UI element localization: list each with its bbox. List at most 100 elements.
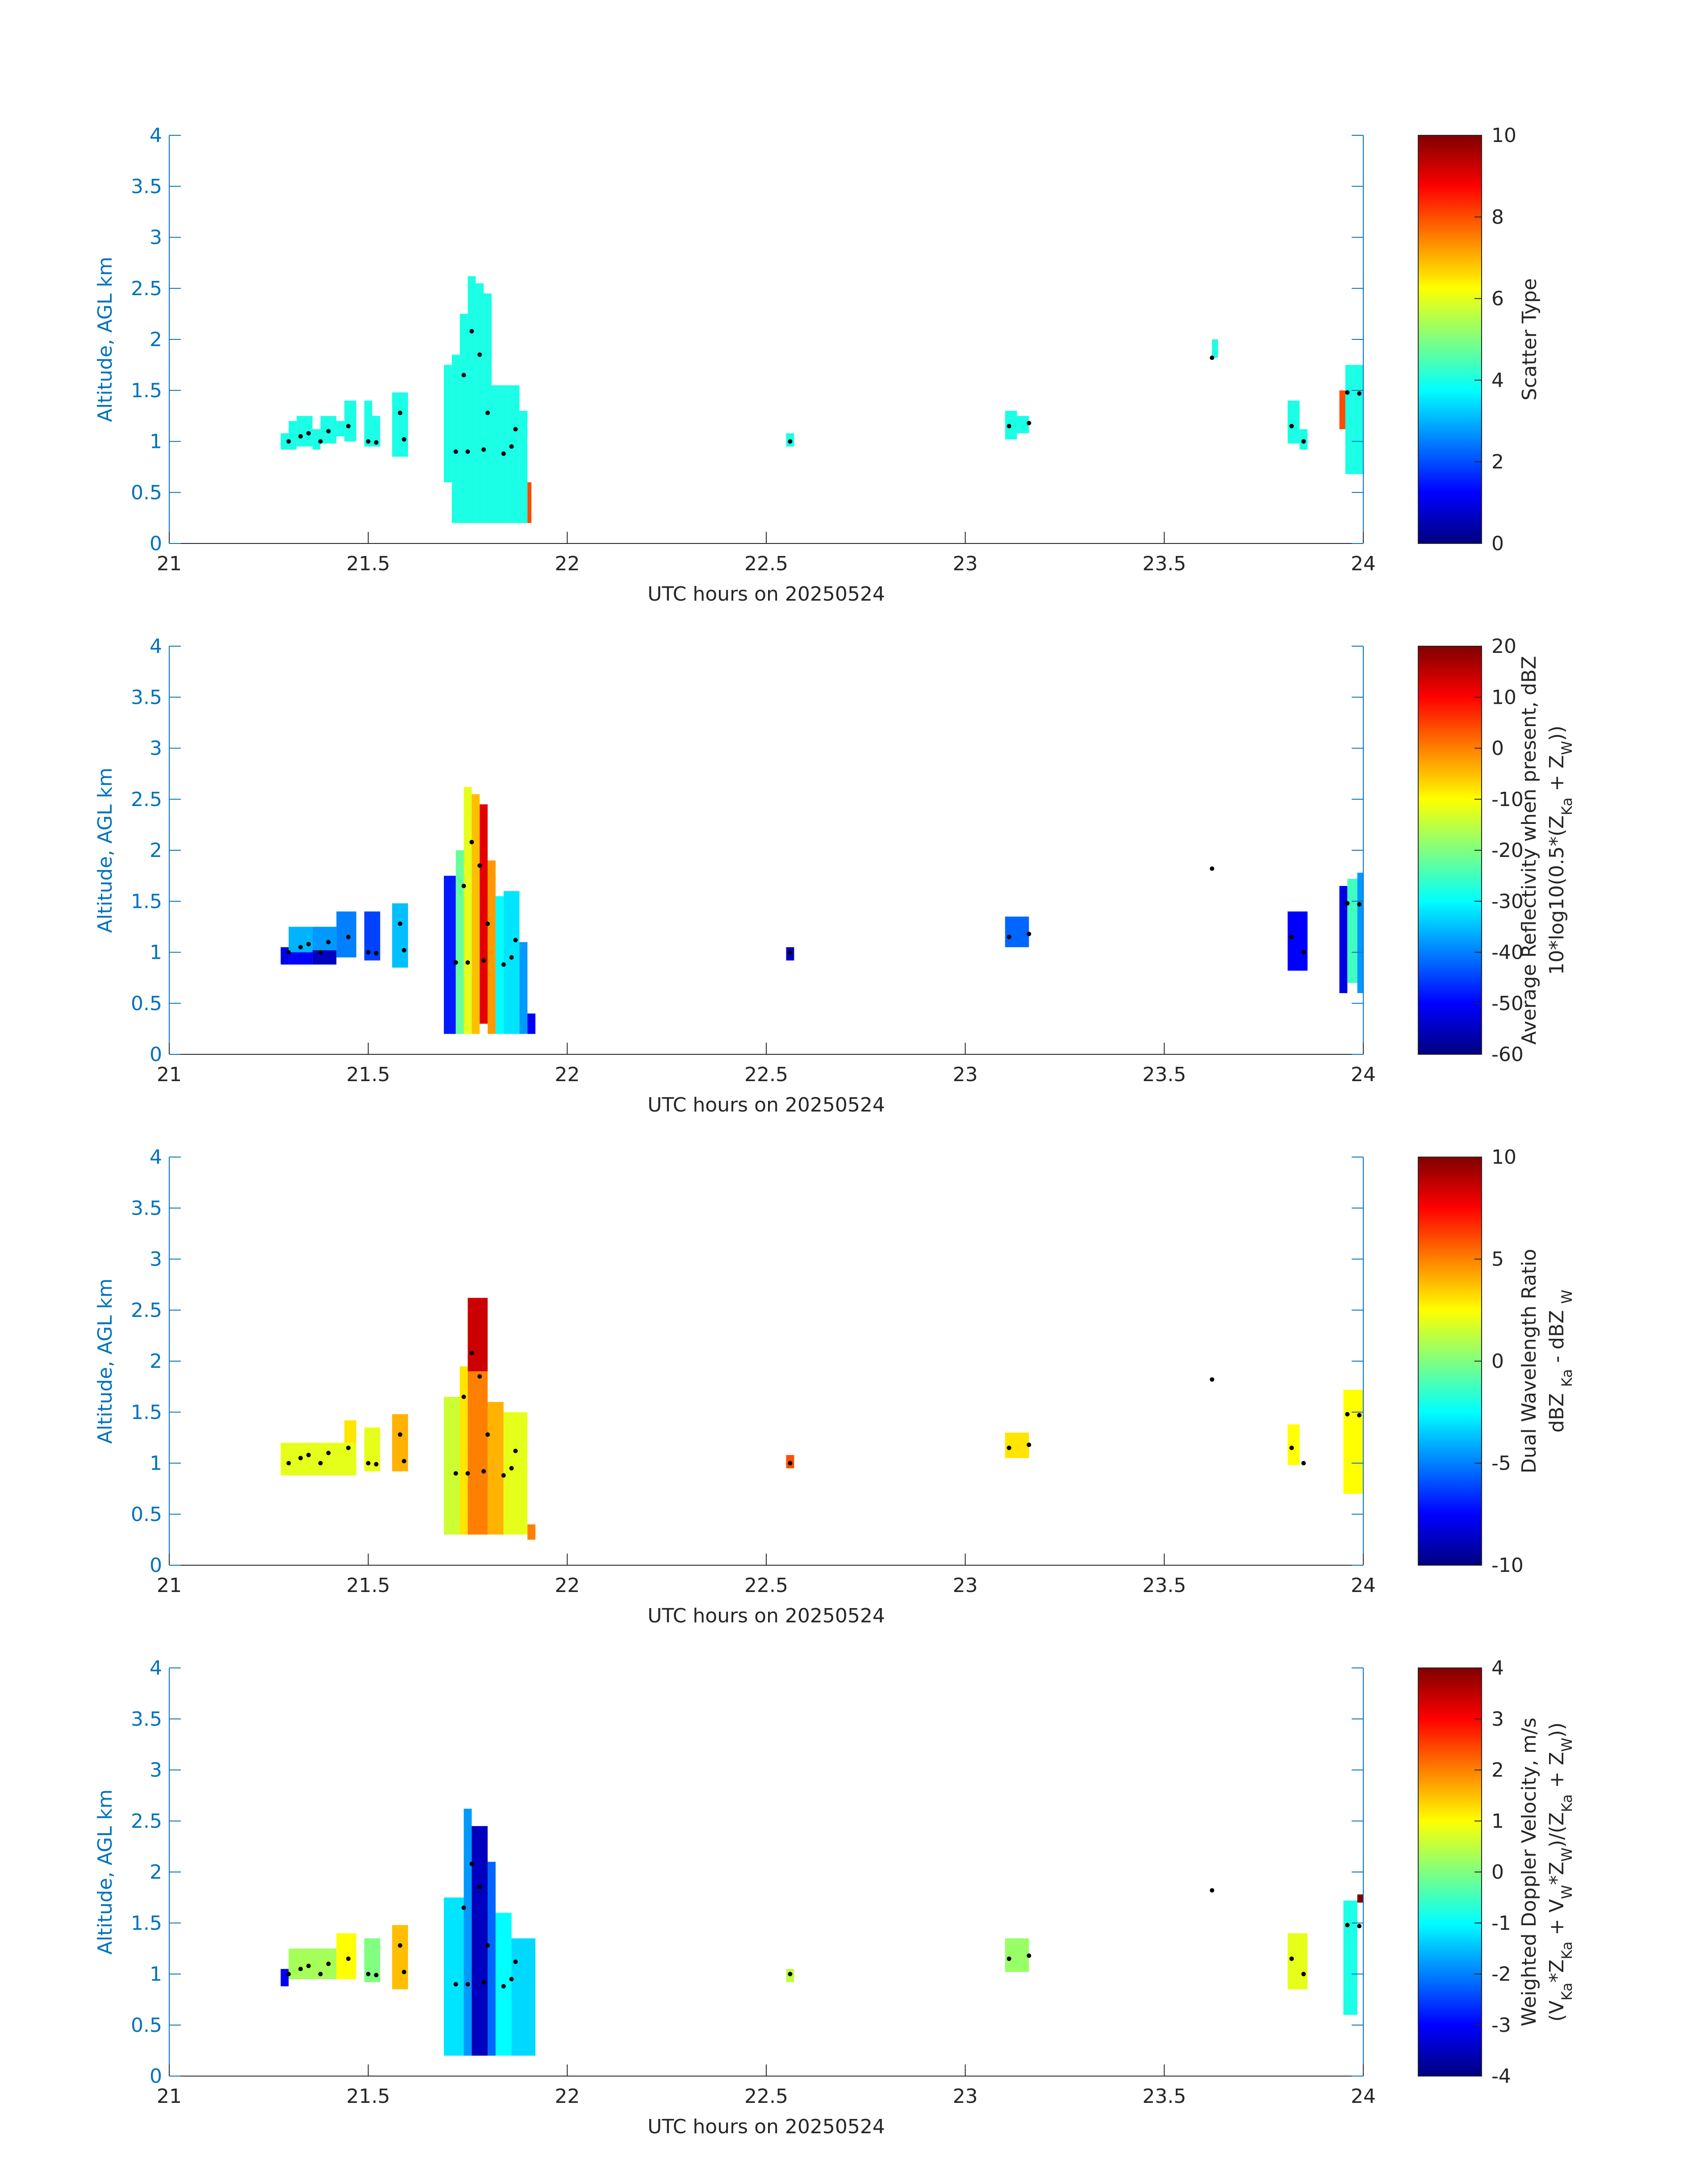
y-tick-label: 3.5 (131, 1197, 162, 1220)
colorbar-label-part: )) (1545, 1722, 1568, 1738)
cell (312, 950, 337, 965)
marker-point (306, 1964, 311, 1968)
colorbar-tick-label: 3 (1491, 1708, 1504, 1730)
cell (476, 283, 484, 523)
marker-point (501, 1984, 506, 1989)
colorbar-label: Average Reflectivity when present, dBZ (1518, 656, 1541, 1045)
colorbar-label: Weighted Doppler Velocity, m/s (1518, 1717, 1541, 2027)
cell (1287, 911, 1308, 971)
colorbar-tick-label: -10 (1491, 788, 1524, 811)
marker-point (469, 1861, 474, 1866)
colorbar-tick-label: -4 (1491, 2065, 1511, 2088)
marker-point (453, 1471, 458, 1476)
cell (507, 385, 520, 523)
cell (503, 1412, 528, 1535)
marker-point (513, 427, 518, 432)
y-tick-label: 2 (150, 328, 162, 351)
colorbar-label-part: W (1558, 1885, 1575, 1899)
cell (464, 787, 472, 1034)
cell (280, 947, 289, 965)
marker-point (1027, 1442, 1031, 1447)
colorbar-tick-label: -20 (1491, 839, 1524, 862)
colorbar-tick-label: 0 (1491, 1861, 1504, 1884)
y-tick-label: 3 (150, 226, 162, 249)
cell (344, 401, 356, 442)
colorbar-label-part: W (1558, 741, 1575, 755)
marker-point (401, 1969, 406, 1974)
colorbar-label-part: + Z (1545, 755, 1568, 798)
marker-point (1289, 935, 1294, 940)
colorbar-tick-label: -2 (1491, 1963, 1511, 1986)
colorbar-label-part: dBZ (1545, 1387, 1568, 1433)
marker-point (374, 1972, 379, 1977)
marker-point (374, 951, 379, 956)
y-tick-label: 4 (150, 124, 162, 147)
colorbar-tick-label: 0 (1491, 1350, 1504, 1373)
cell (392, 392, 408, 457)
marker-point (318, 950, 323, 955)
marker-point (1345, 901, 1350, 906)
y-tick-label: 0.5 (131, 992, 162, 1015)
x-tick-label: 23 (953, 1574, 978, 1597)
cell (1357, 1894, 1363, 1903)
colorbar-label-part: W (1558, 1290, 1575, 1304)
marker-point (374, 1462, 379, 1467)
marker-point (485, 921, 490, 926)
x-tick-label: 21 (157, 1063, 182, 1086)
marker-point (501, 1473, 506, 1478)
colorbar-tick-label: -1 (1491, 1912, 1511, 1935)
colorbar-label-part: Ka (1558, 1369, 1575, 1387)
colorbar-label-part: )/(Z (1545, 1812, 1568, 1847)
marker-point (509, 1466, 514, 1471)
x-tick-label: 23.5 (1142, 1063, 1186, 1086)
y-tick-label: 2.5 (131, 1299, 162, 1322)
x-tick-label: 22.5 (744, 1063, 788, 1086)
marker-point (346, 1446, 351, 1450)
y-tick-label: 1.5 (131, 379, 162, 402)
cell (527, 1013, 536, 1034)
cell (495, 896, 504, 1034)
marker-point (461, 372, 466, 377)
x-tick-label: 21.5 (347, 1063, 390, 1086)
colorbar-label-part: - dBZ (1545, 1304, 1568, 1369)
marker-point (1210, 1377, 1215, 1382)
colorbar-tick-label: 10 (1491, 1146, 1516, 1169)
cell (336, 1933, 356, 1979)
colorbar-tick-label: 1 (1491, 1810, 1504, 1833)
marker-point (501, 451, 506, 456)
cell (484, 293, 492, 523)
cell (488, 1862, 496, 2056)
marker-point (326, 1450, 331, 1455)
x-axis-label: UTC hours on 20250524 (647, 1094, 885, 1116)
colorbar-tick-label: 0 (1491, 737, 1504, 760)
cell (1353, 365, 1363, 474)
marker-point (1357, 1413, 1362, 1418)
marker-point (453, 1982, 458, 1987)
cell (1287, 1424, 1300, 1466)
marker-point (286, 1461, 291, 1466)
marker-point (286, 1972, 291, 1976)
marker-point (1289, 1446, 1294, 1450)
cell (527, 482, 532, 523)
cell (1287, 401, 1300, 444)
y-tick-label: 3 (150, 1248, 162, 1271)
colorbar-label-part: Weighted Doppler Velocity, m/s (1518, 1717, 1541, 2027)
marker-point (477, 863, 482, 868)
colorbar-label-part: W (1558, 1738, 1575, 1752)
colorbar-label-part: *Z (1545, 1960, 1568, 1983)
x-tick-label: 22 (555, 1063, 580, 1086)
marker-point (1210, 1888, 1215, 1893)
colorbar-label-part: Ka (1558, 1942, 1575, 1960)
cell (519, 410, 528, 523)
y-axis-label: Altitude, AGL km (94, 257, 117, 422)
x-tick-label: 21 (157, 1574, 182, 1597)
marker-point (397, 1943, 402, 1948)
x-tick-label: 21 (157, 552, 182, 575)
marker-point (286, 950, 291, 955)
y-tick-label: 2.5 (131, 788, 162, 811)
marker-point (513, 938, 518, 943)
y-tick-label: 2 (150, 1861, 162, 1884)
marker-point (1006, 1446, 1011, 1450)
cell (288, 952, 313, 965)
